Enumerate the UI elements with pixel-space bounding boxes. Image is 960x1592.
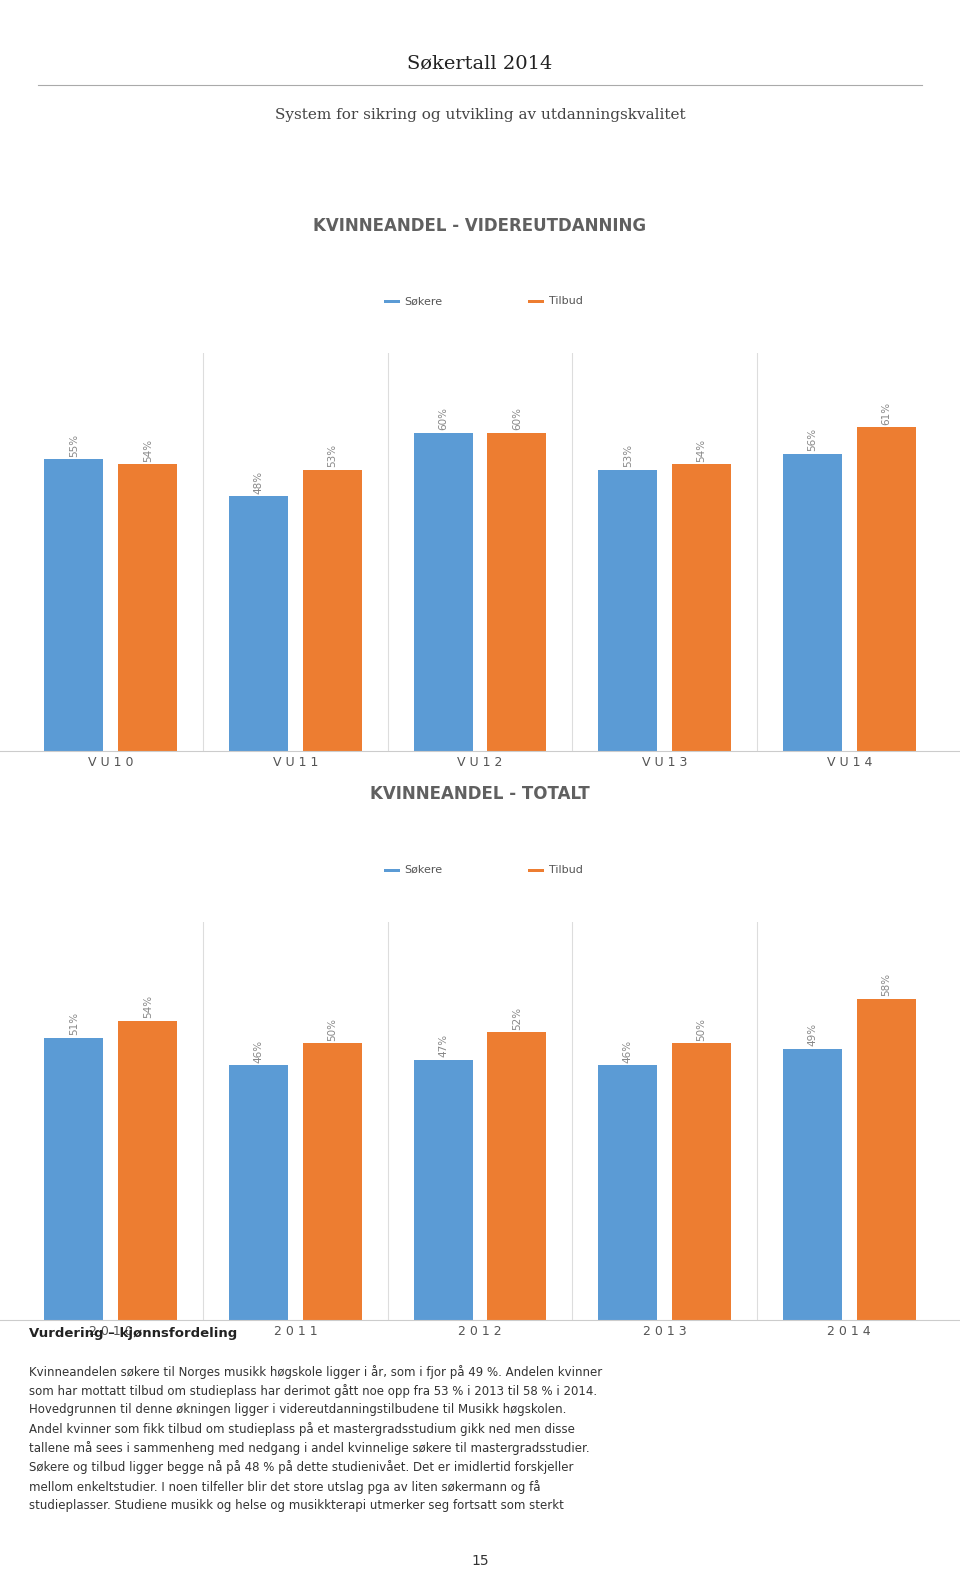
Text: Søkertall 2014: Søkertall 2014: [407, 54, 553, 73]
Text: Tilbud: Tilbud: [549, 864, 583, 876]
Text: 53%: 53%: [623, 444, 633, 466]
Text: System for sikring og utvikling av utdanningskvalitet: System for sikring og utvikling av utdan…: [275, 108, 685, 123]
Text: KVINNEANDEL - TOTALT: KVINNEANDEL - TOTALT: [371, 785, 589, 804]
Text: 49%: 49%: [807, 1024, 817, 1046]
Bar: [302, 1043, 362, 1320]
Bar: [782, 454, 842, 751]
Text: 46%: 46%: [253, 1040, 263, 1063]
Text: 54%: 54%: [143, 439, 153, 462]
Text: 54%: 54%: [697, 439, 707, 462]
Bar: [302, 470, 362, 751]
Text: 60%: 60%: [512, 408, 522, 430]
Bar: [598, 470, 658, 751]
Bar: [414, 1060, 472, 1320]
FancyBboxPatch shape: [528, 869, 543, 872]
Text: Søkere: Søkere: [405, 296, 443, 306]
Bar: [118, 465, 178, 751]
Text: 50%: 50%: [697, 1017, 707, 1041]
Text: 15: 15: [471, 1554, 489, 1568]
Text: KVINNEANDEL - VIDEREUTDANNING: KVINNEANDEL - VIDEREUTDANNING: [313, 217, 647, 234]
Bar: [598, 1065, 658, 1320]
Text: 53%: 53%: [327, 444, 337, 466]
Text: 54%: 54%: [143, 995, 153, 1019]
Text: 58%: 58%: [881, 973, 891, 997]
Text: 47%: 47%: [438, 1035, 448, 1057]
Bar: [488, 433, 546, 751]
Text: 61%: 61%: [881, 401, 891, 425]
Text: 55%: 55%: [69, 433, 79, 457]
FancyBboxPatch shape: [384, 301, 399, 304]
FancyBboxPatch shape: [384, 869, 399, 872]
Bar: [856, 427, 916, 751]
Text: Vurdering – kjønnsfordeling: Vurdering – kjønnsfordeling: [29, 1326, 237, 1339]
Text: Tilbud: Tilbud: [549, 296, 583, 306]
Bar: [228, 1065, 288, 1320]
Text: 56%: 56%: [807, 428, 817, 451]
Bar: [488, 1032, 546, 1320]
Bar: [672, 1043, 732, 1320]
Text: Kvinneandelen søkere til Norges musikk høgskole ligger i år, som i fjor på 49 %.: Kvinneandelen søkere til Norges musikk h…: [29, 1364, 602, 1512]
Text: 48%: 48%: [253, 471, 263, 494]
Text: 60%: 60%: [438, 408, 448, 430]
Text: 51%: 51%: [69, 1013, 79, 1035]
Bar: [228, 497, 288, 751]
Bar: [118, 1020, 178, 1320]
Bar: [782, 1049, 842, 1320]
Text: 52%: 52%: [512, 1006, 522, 1030]
Text: 50%: 50%: [327, 1017, 337, 1041]
Text: Søkere: Søkere: [405, 864, 443, 876]
Bar: [414, 433, 472, 751]
Bar: [672, 465, 732, 751]
Bar: [44, 458, 104, 751]
FancyBboxPatch shape: [528, 301, 543, 304]
Bar: [856, 1000, 916, 1320]
Bar: [44, 1038, 104, 1320]
Text: 46%: 46%: [623, 1040, 633, 1063]
